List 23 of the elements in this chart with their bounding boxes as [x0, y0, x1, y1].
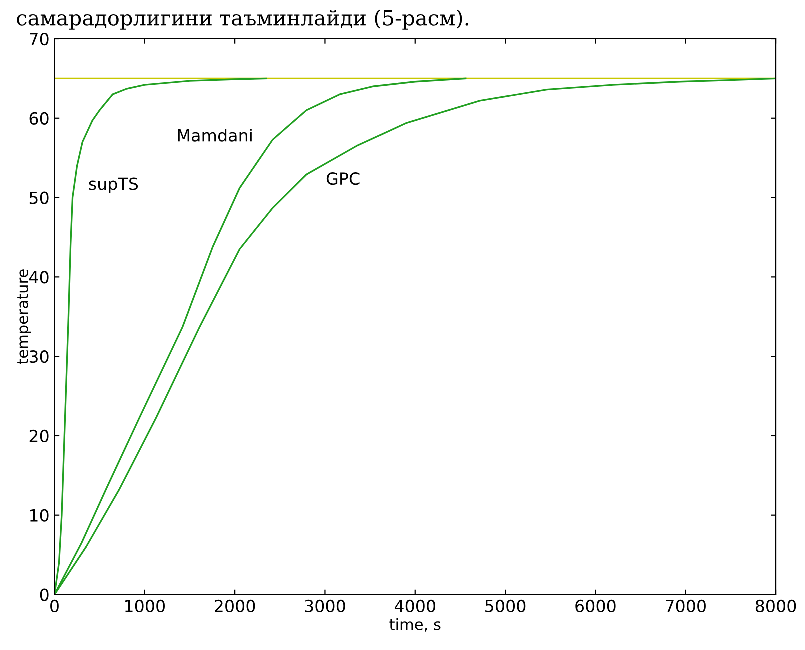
- text: самарадорлигини таъминлайди (5-расм).: [17, 10, 468, 30]
- y-tick-label: 30: [30, 350, 49, 364]
- x-axis-title: time, s: [390, 618, 441, 632]
- series-label: Mamdani: [178, 128, 252, 142]
- series-label: supTS: [89, 178, 138, 194]
- y-tick-label: 50: [30, 192, 49, 204]
- y-tick-label: 40: [29, 271, 49, 284]
- x-tick-label: 4000: [394, 600, 436, 613]
- x-tick-label: 1000: [126, 600, 165, 613]
- y-tick-label: 0: [40, 588, 49, 602]
- x-tick-label: 5000: [486, 600, 526, 613]
- y-tick-label: 60: [30, 112, 49, 125]
- x-tick-label: 6000: [576, 600, 616, 613]
- y-tick-label: 70: [30, 32, 49, 46]
- x-tick-label: 8000: [756, 600, 796, 613]
- x-tick-label: 0: [50, 600, 59, 613]
- y-tick-label: 10: [30, 509, 49, 522]
- y-tick-label: 20: [30, 430, 49, 443]
- x-tick-label: 3000: [305, 600, 346, 613]
- x-tick-label: 7000: [666, 600, 706, 613]
- y-axis-title: temperature: [18, 270, 32, 364]
- x-tick-label: 2000: [215, 600, 256, 613]
- series-label: GPC: [326, 172, 360, 186]
